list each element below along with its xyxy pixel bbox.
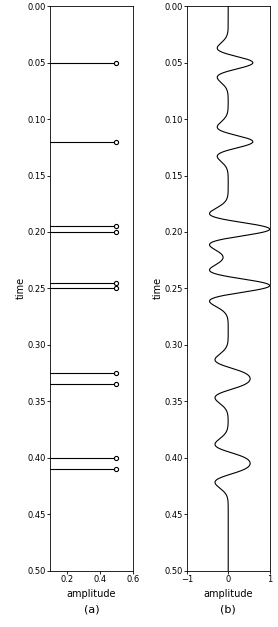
Y-axis label: time: time bbox=[153, 277, 163, 300]
X-axis label: amplitude: amplitude bbox=[203, 589, 253, 599]
X-axis label: amplitude: amplitude bbox=[67, 589, 116, 599]
Text: (a): (a) bbox=[84, 604, 99, 614]
Y-axis label: time: time bbox=[16, 277, 26, 300]
Text: (b): (b) bbox=[220, 604, 236, 614]
